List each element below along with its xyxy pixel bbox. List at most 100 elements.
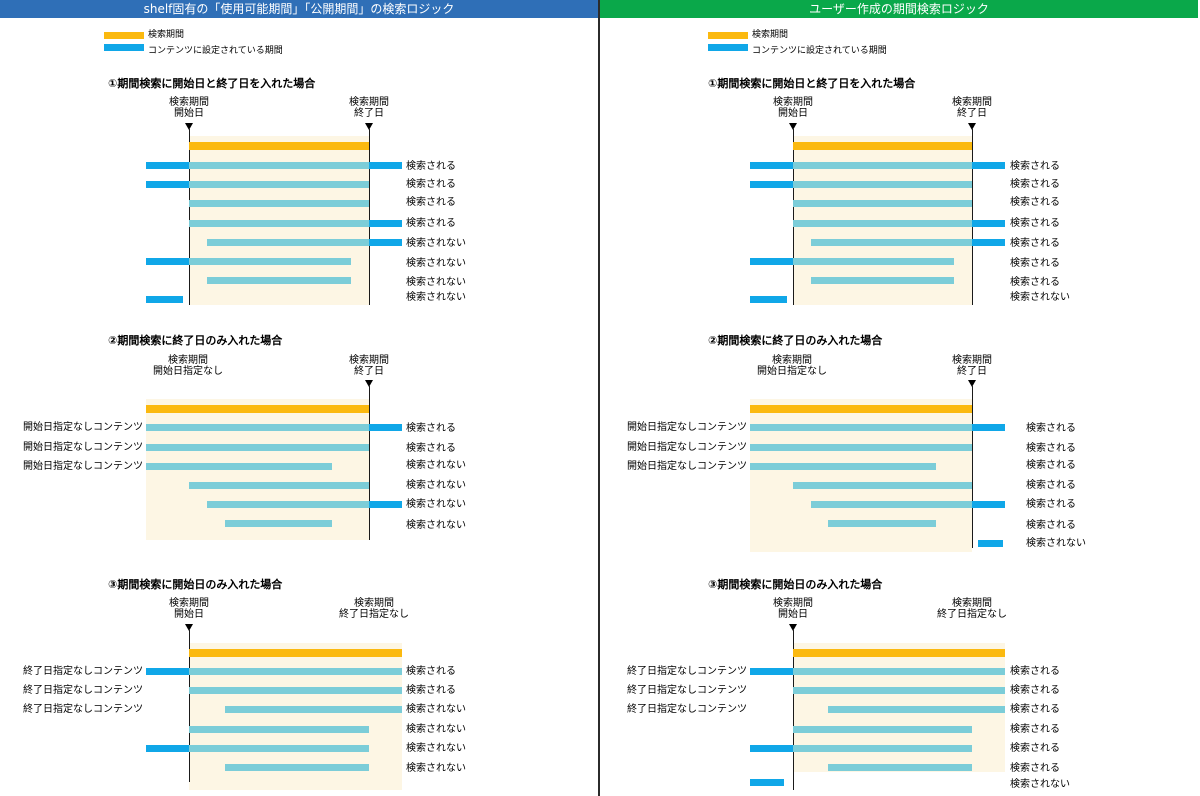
row-result-label: 検索される bbox=[1010, 666, 1060, 677]
content-inside-segment bbox=[793, 258, 954, 265]
start-label-line1: 検索期間 bbox=[772, 355, 812, 366]
legend-content-label: コンテンツに設定されている期間 bbox=[148, 46, 283, 56]
end-date-line bbox=[369, 129, 370, 305]
content-inside-segment bbox=[189, 258, 351, 265]
content-inside-segment bbox=[189, 181, 369, 188]
row-content-label: 終了日指定なしコンテンツ bbox=[627, 704, 747, 715]
legend-period-swatch bbox=[104, 32, 144, 39]
row-result-label: 検索される bbox=[1010, 704, 1060, 715]
end-label-line1: 検索期間 bbox=[952, 355, 992, 366]
content-outside-segment bbox=[369, 220, 402, 227]
content-inside-segment bbox=[189, 687, 402, 694]
start-label-line2: 開始日 bbox=[174, 108, 204, 119]
content-outside-segment bbox=[972, 220, 1005, 227]
start-label-line2: 開始日指定なし bbox=[757, 366, 827, 377]
start-label-line1: 検索期間 bbox=[773, 97, 813, 108]
row-result-label: 検索される bbox=[1010, 724, 1060, 735]
content-outside-segment bbox=[750, 258, 793, 265]
panel-header: ユーザー作成の期間検索ロジック bbox=[600, 0, 1198, 18]
row-result-label: 検索されない bbox=[406, 460, 466, 471]
row-result-label: 検索される bbox=[1010, 197, 1060, 208]
row-content-label: 終了日指定なしコンテンツ bbox=[23, 704, 143, 715]
legend-period-label: 検索期間 bbox=[752, 30, 789, 40]
content-inside-segment bbox=[189, 220, 369, 227]
section-title: ③期間検索に開始日のみ入れた場合 bbox=[108, 578, 283, 591]
panel-header: shelf固有の「使用可能期間」「公開期間」の検索ロジック bbox=[0, 0, 598, 18]
start-label-line2: 開始日指定なし bbox=[153, 366, 223, 377]
row-content-label: 開始日指定なしコンテンツ bbox=[627, 461, 747, 472]
section-title: ①期間検索に開始日と終了日を入れた場合 bbox=[108, 77, 316, 90]
row-content-label: 終了日指定なしコンテンツ bbox=[627, 666, 747, 677]
row-content-label: 開始日指定なしコンテンツ bbox=[23, 422, 143, 433]
row-content-label: 開始日指定なしコンテンツ bbox=[23, 442, 143, 453]
start-marker-icon bbox=[789, 624, 797, 631]
row-result-label: 検索されない bbox=[406, 743, 466, 754]
content-outside-segment bbox=[750, 668, 793, 675]
content-inside-segment bbox=[207, 501, 369, 508]
start-label-line2: 開始日 bbox=[174, 609, 204, 620]
content-outside-segment bbox=[750, 162, 793, 169]
content-inside-segment bbox=[225, 520, 332, 527]
legend-content-swatch bbox=[104, 44, 144, 51]
legend-period-swatch bbox=[708, 32, 748, 39]
search-period-bar bbox=[793, 649, 1005, 657]
end-marker-icon bbox=[365, 123, 373, 130]
content-inside-segment bbox=[207, 239, 369, 246]
row-result-label: 検索されない bbox=[406, 277, 466, 288]
content-outside-segment bbox=[750, 181, 793, 188]
end-date-line bbox=[972, 386, 973, 548]
content-inside-segment bbox=[793, 181, 972, 188]
content-inside-segment bbox=[750, 463, 936, 470]
content-outside-segment bbox=[978, 540, 1003, 547]
row-content-label: 開始日指定なしコンテンツ bbox=[627, 442, 747, 453]
content-inside-segment bbox=[793, 482, 972, 489]
end-date-line bbox=[369, 386, 370, 540]
end-date-line bbox=[972, 129, 973, 305]
content-outside-segment bbox=[972, 501, 1005, 508]
row-result-label: 検索される bbox=[406, 218, 456, 229]
end-label-line2: 終了日指定なし bbox=[339, 609, 409, 620]
row-result-label: 検索される bbox=[406, 423, 456, 434]
row-result-label: 検索されない bbox=[406, 520, 466, 531]
row-result-label: 検索される bbox=[1010, 218, 1060, 229]
row-content-label: 終了日指定なしコンテンツ bbox=[627, 685, 747, 696]
search-period-bar bbox=[189, 142, 369, 150]
content-inside-segment bbox=[189, 200, 369, 207]
panel-shelf-logic: shelf固有の「使用可能期間」「公開期間」の検索ロジック検索期間 コンテンツに設… bbox=[0, 0, 598, 796]
content-inside-segment bbox=[189, 482, 369, 489]
row-result-label: 検索される bbox=[1010, 238, 1060, 249]
row-result-label: 検索されない bbox=[1010, 292, 1070, 303]
search-period-bar bbox=[793, 142, 972, 150]
row-content-label: 開始日指定なしコンテンツ bbox=[23, 461, 143, 472]
section-title: ②期間検索に終了日のみ入れた場合 bbox=[708, 334, 883, 347]
end-label-line1: 検索期間 bbox=[349, 97, 389, 108]
content-outside-segment bbox=[750, 745, 793, 752]
end-label-line1: 検索期間 bbox=[354, 598, 394, 609]
row-result-label: 検索される bbox=[1026, 423, 1076, 434]
row-content-label: 開始日指定なしコンテンツ bbox=[627, 422, 747, 433]
row-result-label: 検索される bbox=[1010, 743, 1060, 754]
content-inside-segment bbox=[793, 687, 1005, 694]
content-outside-segment bbox=[369, 239, 402, 246]
end-label-line2: 終了日 bbox=[957, 108, 987, 119]
start-label-line1: 検索期間 bbox=[773, 598, 813, 609]
row-result-label: 検索される bbox=[1010, 161, 1060, 172]
row-result-label: 検索される bbox=[1010, 763, 1060, 774]
legend-content-swatch bbox=[708, 44, 748, 51]
content-outside-segment bbox=[369, 424, 402, 431]
row-result-label: 検索される bbox=[1026, 499, 1076, 510]
end-marker-icon bbox=[365, 380, 373, 387]
content-outside-segment bbox=[369, 501, 402, 508]
content-inside-segment bbox=[828, 520, 936, 527]
panel-divider bbox=[598, 0, 600, 796]
end-label-line2: 終了日 bbox=[354, 366, 384, 377]
end-marker-icon bbox=[968, 123, 976, 130]
panel-user-logic: ユーザー作成の期間検索ロジック 検索期間 コンテンツに設定されている期間 ①期間検索に… bbox=[600, 0, 1198, 796]
legend-content-label: コンテンツに設定されている期間 bbox=[752, 46, 887, 56]
content-outside-segment bbox=[750, 779, 784, 786]
content-inside-segment bbox=[811, 501, 972, 508]
content-inside-segment bbox=[828, 706, 1005, 713]
row-result-label: 検索される bbox=[1010, 258, 1060, 269]
row-result-label: 検索されない bbox=[406, 258, 466, 269]
end-label-line1: 検索期間 bbox=[349, 355, 389, 366]
